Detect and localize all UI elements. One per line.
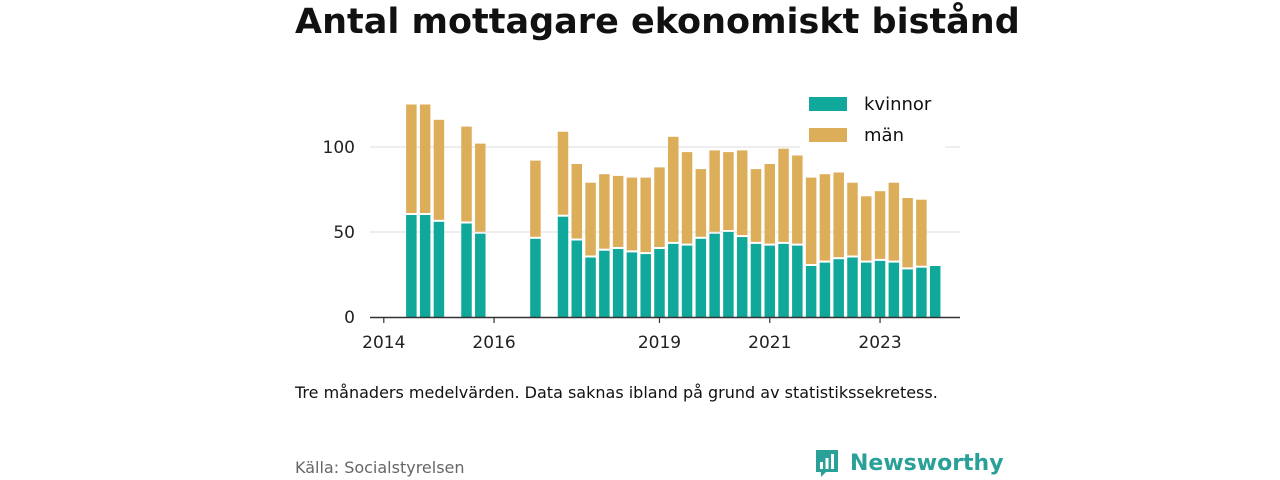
bar-kvinnor — [612, 249, 624, 317]
bar-kvinnor — [792, 245, 803, 317]
bar-man — [709, 150, 720, 232]
bar-kvinnor — [571, 240, 583, 317]
bar-kvinnor — [475, 233, 486, 317]
legend-label-man: män — [864, 125, 904, 146]
y-tick-label: 50 — [333, 223, 355, 243]
bar-kvinnor — [557, 216, 569, 317]
bar-kvinnor — [888, 262, 900, 317]
x-tick-label: 2021 — [748, 333, 791, 353]
bar-man — [833, 172, 844, 258]
bar-man — [585, 182, 596, 256]
bar-kvinnor — [916, 267, 927, 317]
bar-kvinnor — [778, 243, 789, 317]
x-tick-label: 2016 — [472, 333, 515, 353]
bar-kvinnor — [681, 245, 693, 317]
bar-kvinnor — [709, 233, 720, 317]
bar-kvinnor — [902, 269, 913, 317]
bar-man — [654, 167, 665, 247]
bar-man — [433, 119, 445, 220]
bar-kvinnor — [805, 266, 817, 317]
legend-swatch-kvinnor — [809, 97, 847, 111]
bar-man — [640, 177, 651, 253]
bar-kvinnor — [861, 262, 872, 317]
x-tick-label: 2023 — [858, 333, 901, 353]
bar-kvinnor — [874, 260, 886, 317]
y-tick-label: 0 — [344, 308, 355, 328]
bar-kvinnor — [599, 250, 610, 317]
bar-man — [695, 169, 707, 237]
bar-man — [612, 175, 624, 247]
bar-man — [902, 198, 913, 268]
bar-kvinnor — [640, 254, 651, 317]
bar-man — [406, 104, 417, 213]
y-tick-label: 100 — [323, 138, 355, 158]
bar-kvinnor — [585, 257, 596, 317]
bar-chart-logo-icon — [816, 450, 838, 477]
bar-kvinnor — [433, 221, 445, 317]
brand-name: Newsworthy — [850, 450, 1004, 476]
bar-kvinnor — [723, 232, 734, 317]
chart-title: Antal mottagare ekonomiskt bistånd — [295, 2, 1020, 42]
bar-man — [626, 177, 638, 251]
bar-man — [736, 150, 748, 236]
bar-kvinnor — [764, 245, 776, 317]
bar-kvinnor — [929, 266, 941, 317]
bar-man — [805, 177, 817, 264]
bar-man — [778, 148, 789, 242]
legend-label-kvinnor: kvinnor — [864, 94, 932, 115]
bar-kvinnor — [668, 243, 679, 317]
bar-man — [599, 174, 610, 249]
bar-man — [668, 136, 679, 242]
bar-kvinnor — [750, 243, 762, 317]
newsworthy-logo[interactable]: Newsworthy — [814, 446, 1004, 480]
bar-kvinnor — [461, 223, 472, 317]
source-label: Källa: Socialstyrelsen — [295, 458, 465, 477]
bar-kvinnor — [406, 215, 417, 317]
legend-swatch-man — [809, 128, 847, 142]
bar-man — [723, 152, 734, 230]
x-tick-label: 2019 — [638, 333, 681, 353]
bar-kvinnor — [654, 249, 665, 317]
bar-man — [681, 152, 693, 244]
bar-man — [764, 164, 776, 244]
bar-kvinnor — [419, 215, 431, 317]
x-tick-label: 2014 — [362, 333, 405, 353]
bar-kvinnor — [736, 237, 748, 317]
bar-kvinnor — [530, 238, 541, 317]
bar-man — [750, 169, 762, 242]
bar-man — [874, 191, 886, 259]
bar-man — [819, 174, 831, 261]
bar-man — [888, 182, 900, 261]
bar-man — [475, 143, 486, 232]
bar-man — [419, 104, 431, 213]
bar-man — [792, 155, 803, 244]
bar-man — [847, 182, 858, 256]
bar-man — [916, 199, 927, 266]
bar-man — [557, 131, 569, 215]
bar-man — [461, 126, 472, 222]
bar-man — [530, 160, 541, 237]
bar-man — [861, 196, 872, 261]
chart-note: Tre månaders medelvärden. Data saknas ib… — [295, 383, 938, 402]
bar-man — [571, 164, 583, 239]
bar-kvinnor — [626, 252, 638, 317]
bar-kvinnor — [695, 238, 707, 317]
bar-kvinnor — [847, 257, 858, 317]
bar-kvinnor — [819, 262, 831, 317]
bar-kvinnor — [833, 259, 844, 317]
